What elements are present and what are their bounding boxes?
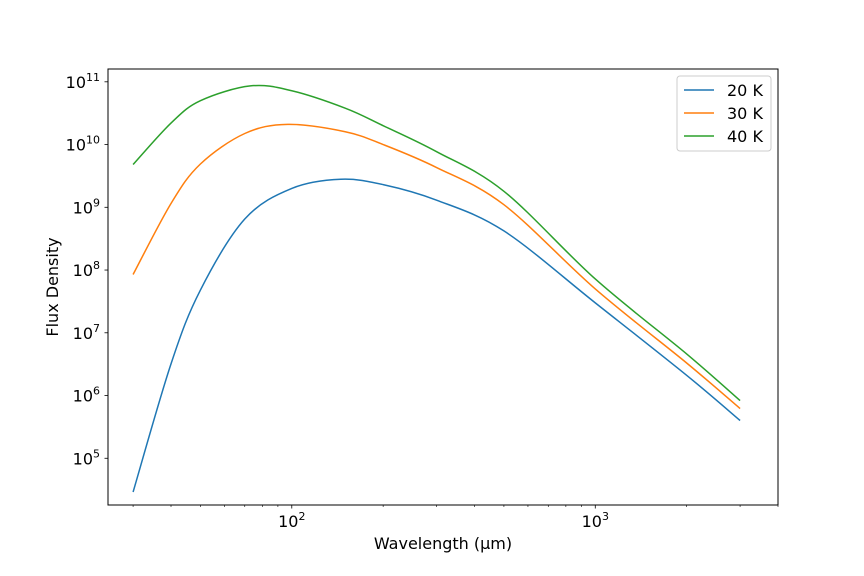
series-line-1 bbox=[132, 178, 741, 493]
x-axis-ticks: 102 103 bbox=[132, 505, 779, 531]
y-axis-ticks: 105 106 107 108 109 1010 1011 bbox=[66, 71, 108, 468]
legend-box bbox=[676, 75, 772, 152]
y-tick-label: 105 bbox=[73, 447, 100, 468]
y-tick-label: 107 bbox=[73, 322, 100, 343]
x-tick-label: 103 bbox=[582, 510, 609, 531]
y-tick-label: 1011 bbox=[66, 71, 100, 92]
legend-label: 20 K bbox=[727, 81, 763, 100]
legend-label: 30 K bbox=[727, 104, 763, 123]
series-line-3 bbox=[132, 84, 741, 402]
y-axis-label: Flux Density bbox=[43, 237, 62, 336]
y-tick-label: 106 bbox=[73, 385, 100, 406]
y-tick-label: 108 bbox=[73, 259, 100, 280]
y-tick-label: 1010 bbox=[66, 134, 100, 155]
y-tick-label: 109 bbox=[73, 196, 100, 217]
series-layer bbox=[132, 84, 741, 493]
series-line-2 bbox=[132, 123, 741, 410]
x-tick-label: 102 bbox=[278, 510, 305, 531]
plot-frame bbox=[107, 68, 779, 506]
x-axis-label: Wavelength (μm) bbox=[374, 534, 512, 553]
legend-label: 40 K bbox=[727, 127, 763, 146]
legend: 20 K 30 K 40 K bbox=[676, 75, 772, 152]
